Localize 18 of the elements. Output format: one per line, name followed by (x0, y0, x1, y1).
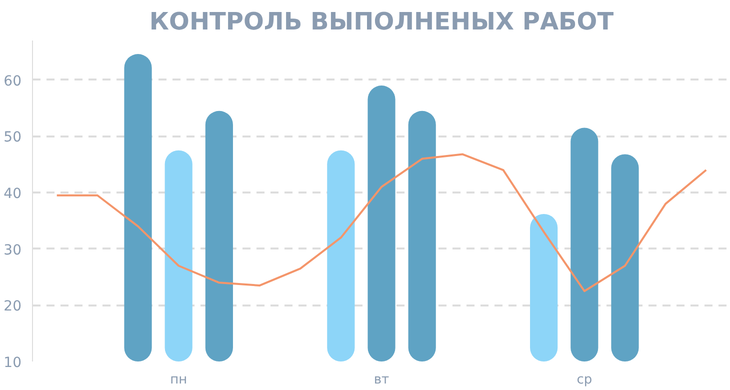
bar (205, 110, 233, 362)
chart-title: КОНТРОЛЬ ВЫПОЛНЕНЫХ РАБОТ (149, 8, 614, 36)
y-tick-label: 30 (4, 242, 22, 258)
bar (570, 128, 598, 362)
y-tick-label: 50 (4, 130, 22, 146)
bar (530, 214, 558, 362)
x-tick-label: пн (170, 372, 188, 388)
x-tick-label: вт (374, 372, 390, 388)
bar (327, 150, 355, 362)
y-tick-label: 60 (4, 73, 22, 90)
y-tick-label: 20 (4, 298, 22, 315)
bar (408, 110, 436, 362)
y-tick-label: 40 (4, 186, 22, 202)
line-series (56, 153, 708, 292)
bar (368, 86, 396, 362)
x-tick-label: ср (576, 372, 592, 388)
bar (611, 154, 639, 362)
y-tick-label: 10 (4, 355, 22, 371)
